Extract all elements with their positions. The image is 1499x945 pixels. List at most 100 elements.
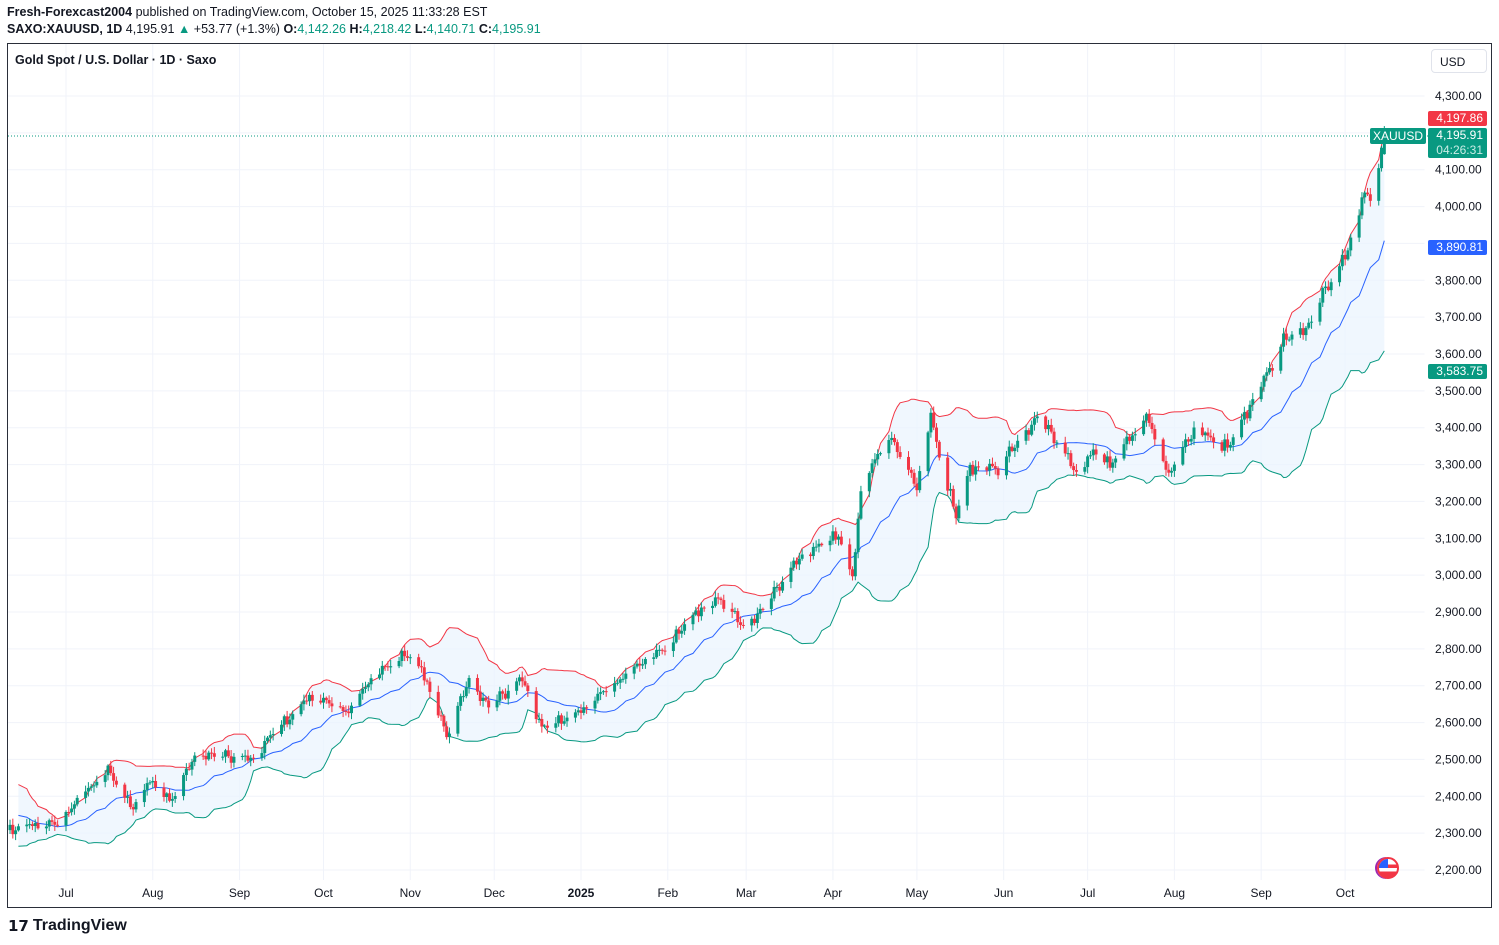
candle-body <box>937 441 941 458</box>
price-tag: 4,195.91 04:26:31 <box>1428 128 1487 158</box>
candle-body <box>1161 439 1165 462</box>
candle-body <box>503 693 507 699</box>
candle-body <box>1310 321 1314 323</box>
candle-body <box>1066 453 1070 455</box>
candle-body <box>64 811 68 826</box>
candle-body <box>867 473 871 492</box>
candle-body <box>873 459 877 464</box>
candle-body <box>1055 442 1059 444</box>
chart-title: Gold Spot / U.S. Dollar · 1D · Saxo <box>15 53 217 67</box>
candle-body <box>1251 399 1255 405</box>
candle-body <box>1226 439 1230 448</box>
candle-body <box>1046 424 1050 430</box>
chart-frame[interactable] <box>7 43 1492 908</box>
candle-body <box>680 630 684 634</box>
candle-body <box>126 796 130 798</box>
candle-body <box>926 432 930 472</box>
candle-body <box>36 822 40 829</box>
candle-body <box>792 560 796 568</box>
o-label: O: <box>283 22 298 36</box>
author[interactable]: Fresh-Forexcast2004 <box>7 5 133 19</box>
candle-body <box>1091 449 1095 456</box>
candle-body <box>380 665 384 675</box>
candle-body <box>934 427 938 442</box>
candle-body <box>1004 456 1008 476</box>
candle-body <box>753 618 757 623</box>
candle-body <box>291 714 295 720</box>
candle-body <box>615 682 619 684</box>
candle-body <box>643 658 647 665</box>
candle-body <box>187 768 191 770</box>
candle-body <box>184 768 188 776</box>
candle-body <box>386 666 390 668</box>
candle-body <box>789 567 793 582</box>
candle-body <box>53 821 57 825</box>
candle-body <box>1223 439 1227 451</box>
candle-body <box>123 784 127 798</box>
candle-body <box>1184 439 1188 448</box>
candle-body <box>1203 432 1207 436</box>
candle-body <box>16 826 20 831</box>
candle-body <box>1167 469 1171 473</box>
tv-logo-icon: 𝟭𝟳 <box>8 918 29 935</box>
candle-body <box>501 691 505 694</box>
last-price: 4,195.91 <box>125 22 175 36</box>
candle-body <box>915 483 919 491</box>
candle-body <box>711 605 715 609</box>
candle-body <box>162 787 166 797</box>
candle-body <box>210 752 214 754</box>
candle-body <box>151 780 155 783</box>
candle-body <box>929 412 933 433</box>
candle-body <box>990 463 994 467</box>
x-tick-label: Nov <box>400 886 421 900</box>
candle-body <box>1268 368 1272 373</box>
candle-body <box>968 464 972 477</box>
candle-body <box>344 710 348 712</box>
candle-body <box>389 666 393 668</box>
candle-body <box>405 656 409 658</box>
tradingview-logo[interactable]: 𝟭𝟳 TradingView <box>8 917 127 935</box>
candle-body <box>1111 462 1115 468</box>
candle-body <box>898 452 902 457</box>
y-tick-label: 3,700.00 <box>1435 310 1482 324</box>
candle-body <box>559 715 563 724</box>
candle-body <box>243 755 247 757</box>
candle-body <box>1324 286 1328 289</box>
low-value: 4,140.71 <box>426 22 476 36</box>
candle-body <box>1189 438 1193 442</box>
current-price: 4,195.91 <box>1436 128 1483 142</box>
candle-body <box>576 710 580 713</box>
currency-button[interactable]: USD <box>1431 49 1487 73</box>
y-tick-label: 2,900.00 <box>1435 605 1482 619</box>
x-tick-label: Jul <box>1080 886 1095 900</box>
candle-body <box>134 802 138 810</box>
candle-body <box>993 466 997 469</box>
candle-body <box>204 755 208 760</box>
y-tick-label: 3,000.00 <box>1435 568 1482 582</box>
candle-body <box>722 600 726 609</box>
candle-body <box>1279 346 1283 371</box>
candle-body <box>624 673 628 679</box>
candle-body <box>635 663 639 667</box>
candle-body <box>954 506 958 519</box>
candle-body <box>674 629 678 643</box>
us-flag-icon[interactable] <box>1377 857 1399 879</box>
candle-body <box>1200 427 1204 436</box>
lower-band-line <box>18 350 1385 847</box>
y-tick-label: 4,300.00 <box>1435 89 1482 103</box>
candle-body <box>349 705 353 714</box>
candle-body <box>1074 470 1078 472</box>
candle-body <box>92 785 96 787</box>
y-tick-label: 4,100.00 <box>1435 163 1482 177</box>
candle-body <box>86 787 90 792</box>
upper-band-tag: 4,197.86 <box>1428 111 1487 126</box>
candle-body <box>1016 440 1020 448</box>
candle-body <box>733 611 737 613</box>
candle-body <box>1192 427 1196 439</box>
candle-body <box>263 740 267 754</box>
candle-body <box>70 808 74 813</box>
up-arrow-icon: ▲ <box>177 22 191 36</box>
candle-body <box>266 737 270 741</box>
candle-body <box>554 723 558 728</box>
